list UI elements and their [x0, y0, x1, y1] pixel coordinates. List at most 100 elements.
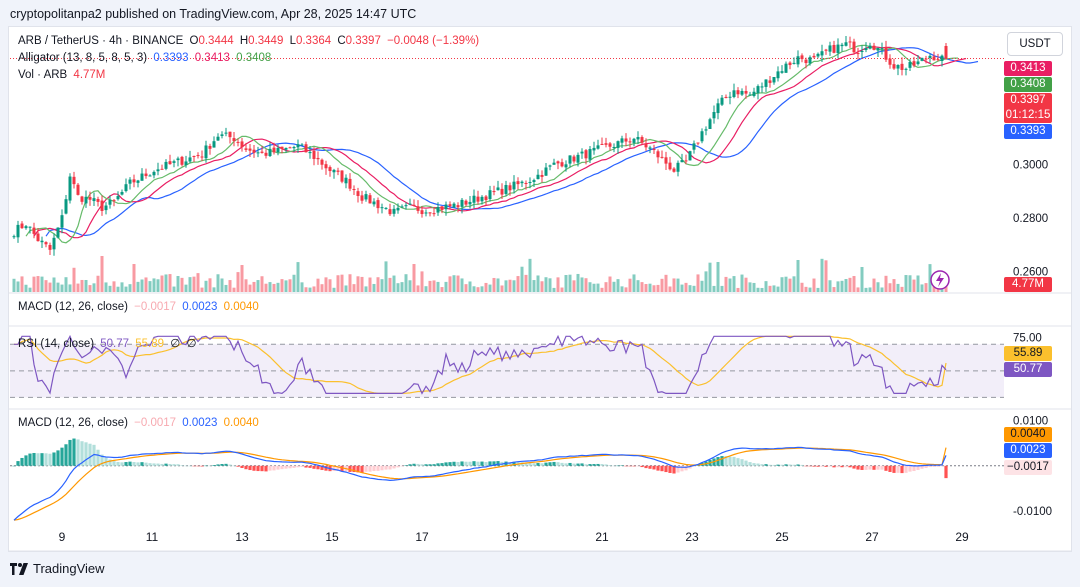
candle-body: [284, 147, 288, 150]
macd-histogram-bar: [716, 457, 720, 466]
volume-bar: [296, 262, 300, 292]
candle-body: [500, 188, 504, 195]
macd-histogram-bar: [672, 465, 676, 474]
volume-bar: [160, 275, 164, 292]
candle-body: [924, 58, 928, 60]
candle-body: [916, 61, 920, 65]
rsi-legend[interactable]: RSI (14, close) 50.77 55.89 ∅ ∅: [18, 336, 200, 350]
macd-histogram-bar: [228, 464, 232, 466]
macd-histogram-bar: [552, 461, 556, 466]
volume-bar: [796, 260, 800, 292]
macd-legend[interactable]: MACD (12, 26, close) −0.0017 0.0023 0.00…: [18, 417, 262, 429]
volume-legend[interactable]: Vol · ARB 4.77M: [18, 69, 108, 81]
volume-bar: [736, 287, 740, 292]
candle-body: [268, 148, 272, 156]
candle-body: [900, 63, 904, 70]
candle-body: [580, 151, 584, 154]
candle-body: [336, 170, 340, 172]
volume-bar: [844, 279, 848, 292]
macd-legend-top[interactable]: MACD (12, 26, close) −0.0017 0.0023 0.00…: [18, 301, 262, 313]
candle-body: [804, 59, 808, 64]
candle-body: [156, 169, 160, 172]
candle-body: [932, 56, 936, 61]
alligator-legend[interactable]: Alligator (13, 8, 5, 8, 5, 3) 0.3393 0.3…: [18, 52, 274, 64]
bar-countdown: 01:12:15: [1005, 109, 1051, 121]
rsi-ma-badge: 55.89: [1004, 346, 1052, 361]
macd-hist-value: −0.0017: [134, 417, 177, 429]
volume-bar: [848, 277, 852, 292]
volume-bar: [336, 275, 340, 292]
candle-body: [928, 55, 932, 59]
volume-bar: [328, 279, 332, 292]
candle-body: [312, 150, 316, 159]
volume-bar: [488, 284, 492, 292]
candle-body: [56, 227, 60, 238]
candle-body: [188, 157, 192, 162]
candle-body: [732, 90, 736, 97]
x-tick-label: 21: [595, 530, 609, 544]
candle-body: [444, 204, 448, 210]
volume-bar: [396, 283, 400, 292]
jaw-price-badge: 0.3393: [1004, 124, 1052, 139]
candle-body: [296, 144, 300, 148]
macd-histogram-bar: [84, 442, 88, 466]
volume-bar: [340, 274, 344, 292]
rsi-tick-label: 75.00: [1013, 333, 1042, 345]
volume-bar: [552, 287, 556, 292]
x-tick-label: 15: [325, 530, 339, 544]
macd-histogram-bar: [836, 465, 840, 468]
candle-body: [96, 199, 100, 202]
volume-bar: [660, 278, 664, 292]
macd-histogram-bar: [868, 465, 872, 470]
volume-bar: [656, 284, 660, 292]
macd-histogram-bar: [64, 444, 68, 466]
volume-bar: [196, 273, 200, 292]
volume-bar: [892, 279, 896, 292]
tradingview-footer[interactable]: TradingView: [10, 561, 105, 576]
macd-histogram-bar: [180, 465, 184, 466]
volume-bar: [40, 276, 44, 292]
volume-bar: [732, 276, 736, 292]
volume-bar: [188, 277, 192, 292]
macd-histogram-bar: [872, 465, 876, 470]
volume-bar: [496, 278, 500, 292]
symbol-label[interactable]: ARB / TetherUS · 4h · BINANCE: [18, 35, 184, 47]
volume-bar: [256, 280, 260, 292]
volume-bar: [896, 283, 900, 292]
candle-body: [28, 226, 32, 228]
candle-body: [496, 187, 500, 191]
volume-bar: [216, 274, 220, 292]
volume-bar: [576, 273, 580, 292]
candle-body: [660, 156, 664, 158]
candle-body: [700, 131, 704, 142]
candle-body: [304, 144, 308, 153]
candle-body: [280, 146, 284, 149]
candle-body: [104, 205, 108, 211]
currency-button[interactable]: USDT: [1007, 32, 1063, 56]
candle-body: [696, 142, 700, 144]
volume-bar: [60, 284, 64, 292]
macd-histogram-bar: [160, 463, 164, 466]
price-tick-label: 0.2600: [1013, 267, 1048, 279]
volume-bar: [180, 277, 184, 292]
candle-body: [144, 173, 148, 177]
volume-bar: [320, 284, 324, 292]
macd-histogram-bar: [416, 463, 420, 466]
volume-bar: [288, 279, 292, 292]
candle-body: [224, 132, 228, 134]
volume-bar: [460, 278, 464, 292]
volume-bar: [916, 275, 920, 292]
macd-histogram-bar: [772, 464, 776, 466]
macd-histogram-bar: [756, 463, 760, 466]
macd-histogram-bar: [832, 465, 836, 468]
candle-body: [836, 44, 840, 54]
macd-histogram-bar: [768, 464, 772, 466]
macd-histogram-bar: [156, 463, 160, 466]
volume-bar: [324, 277, 328, 292]
volume-bar: [72, 267, 76, 292]
macd-histogram-bar: [536, 462, 540, 466]
volume-bar: [16, 281, 20, 292]
candle-body: [300, 144, 304, 146]
candle-body: [680, 160, 684, 163]
